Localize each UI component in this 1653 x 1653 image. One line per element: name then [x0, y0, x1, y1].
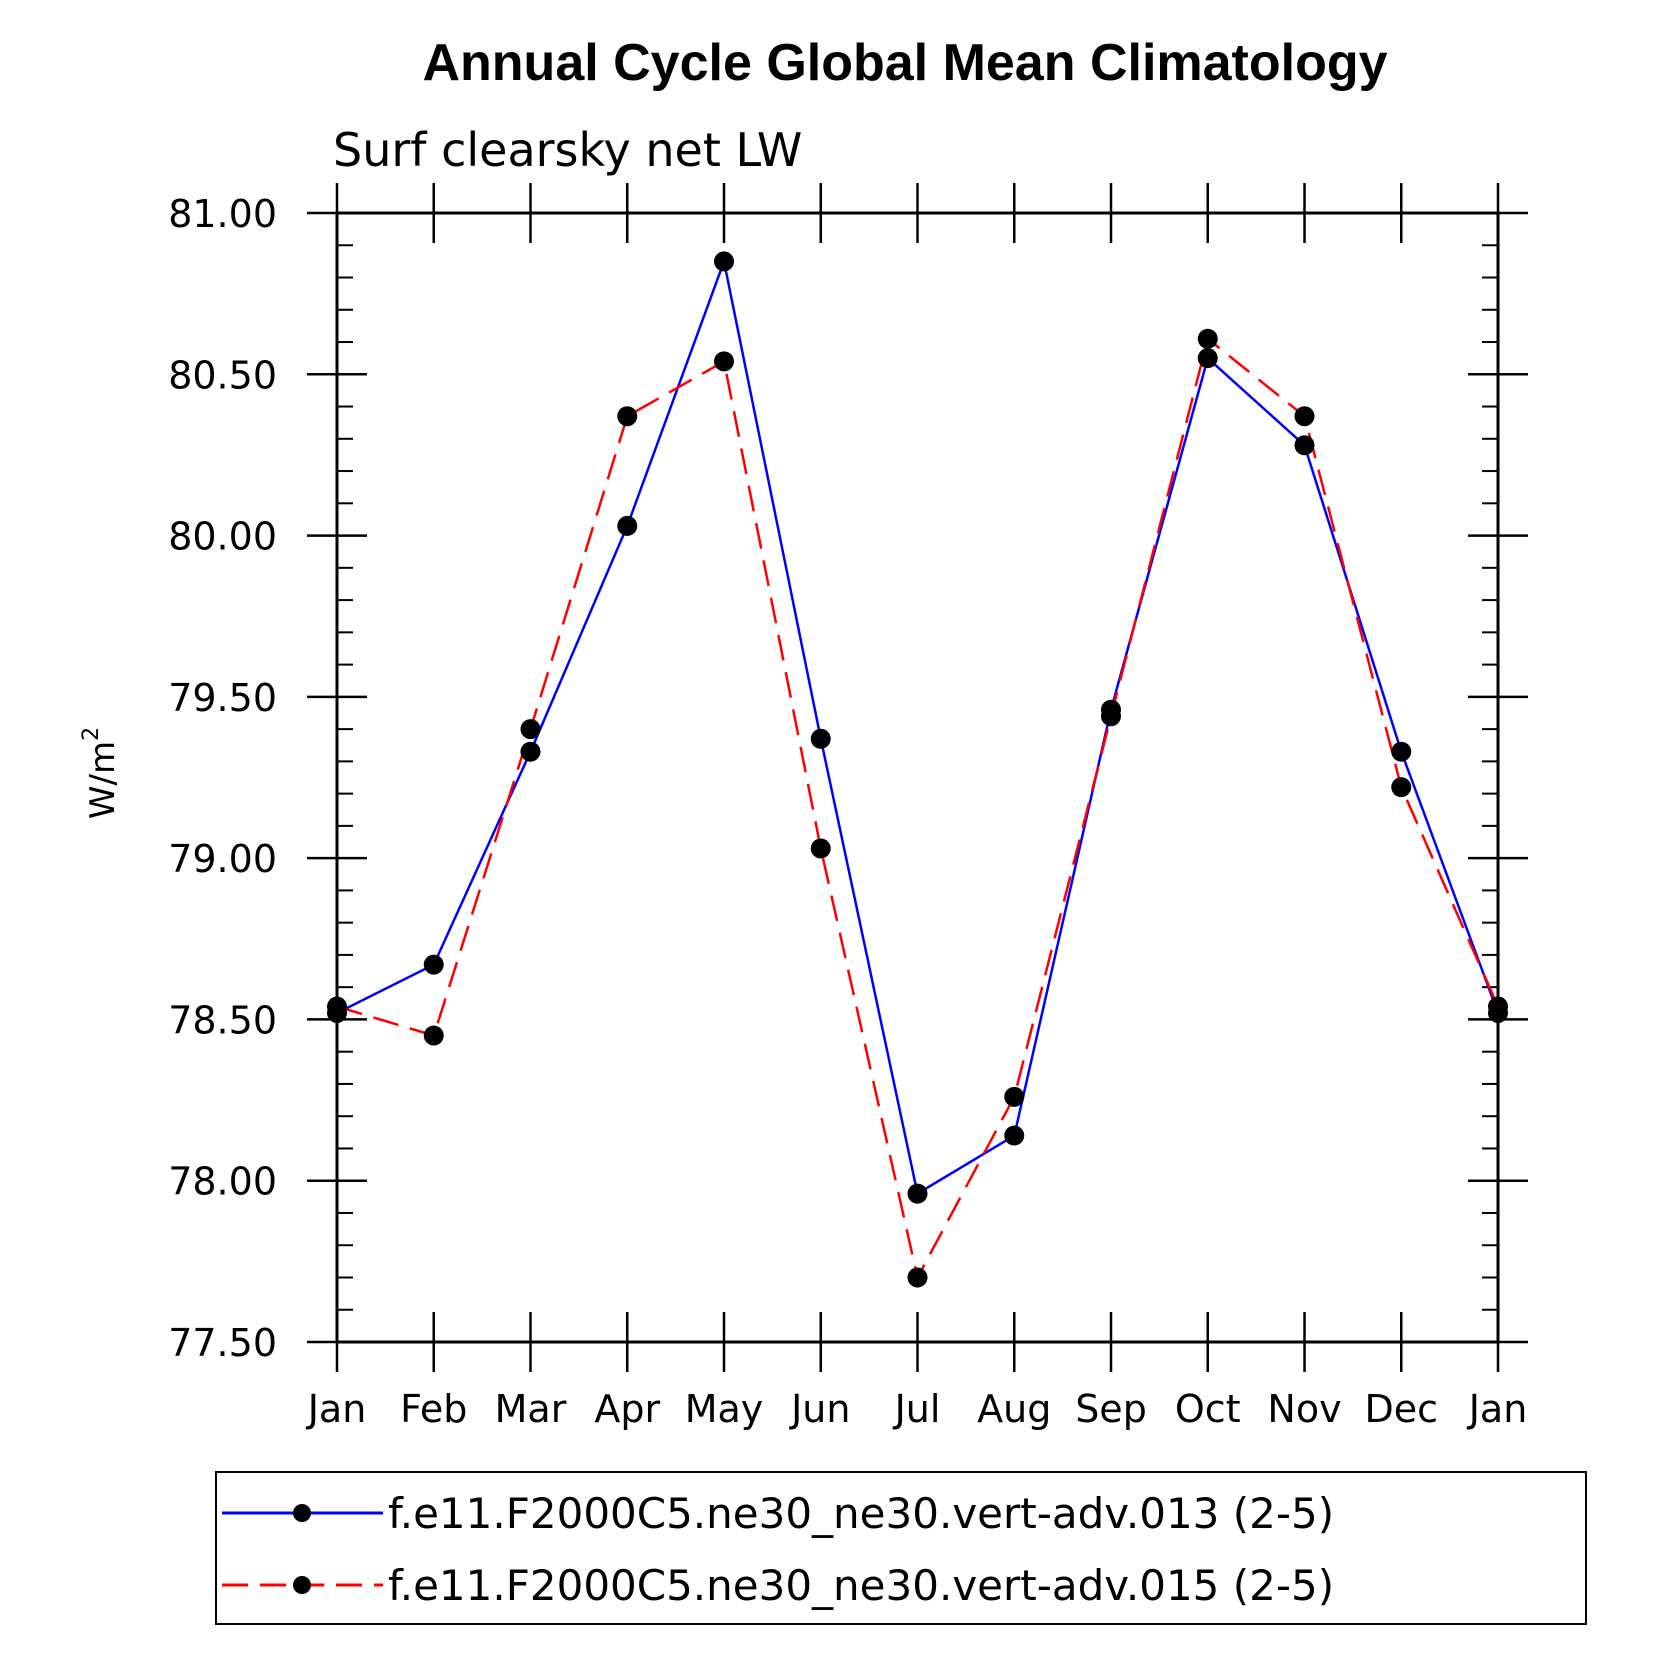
x-tick-label: Mar — [495, 1387, 567, 1431]
x-tick-label: Jan — [1467, 1387, 1528, 1431]
svg-text:W/m2: W/m2 — [79, 727, 123, 819]
series-1-point — [810, 728, 831, 749]
x-tick-label: Apr — [594, 1387, 660, 1431]
legend-label-2: f.e11.F2000C5.ne30_ne30.vert-adv.015 (2-… — [388, 1561, 1334, 1610]
legend-box — [215, 1471, 1587, 1625]
x-tick-label: Aug — [977, 1387, 1051, 1431]
series-2-point — [423, 1025, 444, 1046]
x-tick-label: Oct — [1175, 1387, 1241, 1431]
legend: f.e11.F2000C5.ne30_ne30.vert-adv.013 (2-… — [215, 1471, 1587, 1625]
y-tick-label: 79.00 — [168, 837, 277, 881]
y-tick-label: 80.00 — [168, 515, 277, 559]
series-2-point — [714, 351, 734, 372]
series-layer — [327, 251, 1508, 1288]
legend-label-1: f.e11.F2000C5.ne30_ne30.vert-adv.013 (2-… — [388, 1489, 1334, 1538]
series-2-point — [617, 406, 638, 427]
series-2-point — [1294, 406, 1315, 427]
series-2-point — [1101, 706, 1121, 727]
series-2-point — [520, 719, 541, 740]
x-tick-label: Feb — [400, 1387, 467, 1431]
series-line-2 — [336, 336, 1500, 1282]
series-1-point — [714, 251, 734, 272]
series-1-point — [617, 515, 638, 536]
x-tick-label: Jan — [306, 1387, 367, 1431]
y-tick-label: 78.00 — [168, 1160, 277, 1204]
series-2-point — [907, 1267, 928, 1288]
y-axis-label: W/m2 — [79, 727, 123, 819]
x-tick-label: Jul — [893, 1387, 941, 1431]
x-tick-label: Nov — [1267, 1387, 1341, 1431]
series-2-point — [1004, 1086, 1025, 1107]
series-1-point — [423, 954, 444, 975]
series-1-point — [1197, 348, 1218, 369]
y-tick-label: 77.50 — [168, 1321, 277, 1365]
plot-frame — [335, 211, 1500, 1344]
series-1-point — [1294, 435, 1315, 456]
legend-marker-1 — [293, 1504, 311, 1522]
y-axis-label-superscript: 2 — [79, 727, 104, 741]
series-1-point — [520, 741, 541, 762]
x-tick-label: Jun — [789, 1387, 850, 1431]
series-2-point — [1197, 328, 1218, 349]
series-2-point — [1488, 996, 1508, 1017]
y-tick-label: 79.50 — [168, 676, 277, 720]
x-tick-label: Sep — [1075, 1387, 1147, 1431]
series-2-point — [1391, 777, 1412, 798]
y-tick-label: 81.00 — [168, 192, 277, 236]
series-2-point — [810, 838, 831, 859]
series-1-point — [1004, 1125, 1025, 1146]
x-tick-labels: Jan Feb Mar Apr May Jun Jul Aug Sep Oct Nov Dec Jan — [306, 1387, 1528, 1431]
series-1-point — [907, 1183, 928, 1204]
y-tick-labels: 77.50 78.00 78.50 79.00 79.50 80.00 80.50 81.00 — [168, 192, 277, 1365]
series-2-point — [327, 996, 347, 1017]
y-tick-label: 78.50 — [168, 998, 277, 1042]
y-tick-label: 80.50 — [168, 353, 277, 397]
chart-title: Annual Cycle Global Mean Climatology — [422, 34, 1387, 92]
series-line-1 — [336, 256, 1500, 1196]
x-tick-label: Dec — [1364, 1387, 1438, 1431]
series-1-point — [1391, 741, 1412, 762]
y-axis-label-text: W/m — [83, 741, 123, 819]
legend-marker-2 — [293, 1576, 311, 1594]
axis-ticks — [307, 183, 1528, 1372]
chart-subtitle: Surf clearsky net LW — [333, 123, 802, 177]
x-tick-label: May — [685, 1387, 764, 1431]
